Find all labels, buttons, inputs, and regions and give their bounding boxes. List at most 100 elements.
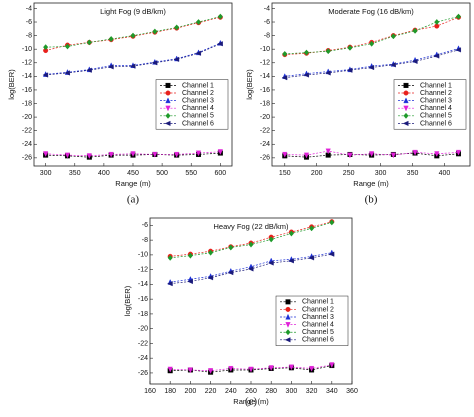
y-tick-label: -22 [138,340,148,347]
marker [130,32,136,39]
marker [346,67,353,73]
marker [217,149,223,155]
marker [64,43,71,50]
marker [403,112,409,119]
marker [285,306,291,312]
marker [165,105,171,112]
x-tick-label: 160 [144,388,156,395]
legend-label: Channel 3 [420,97,452,104]
x-tick-label: 200 [185,388,197,395]
marker [403,82,409,88]
x-tick-label: 260 [245,388,257,395]
marker [173,56,180,62]
x-tick-label: 320 [306,388,318,395]
chart-title: Moderate Fog (16 dB/km) [328,7,414,16]
legend-label: Channel 2 [302,306,334,313]
marker [284,337,291,343]
y-tick-label: -6 [264,19,270,26]
marker [455,149,462,156]
legend-label: Channel 4 [302,321,334,328]
marker [411,58,418,65]
marker [167,254,173,261]
marker [455,47,462,53]
legend-label: Channel 5 [182,113,214,120]
y-tick-label: -16 [22,87,32,94]
marker [434,19,440,26]
legend-label: Channel 2 [420,90,452,97]
marker [86,153,92,159]
marker [247,266,254,272]
marker [329,219,335,226]
marker [390,62,396,68]
chart-title: Heavy Fog (22 dB/km) [213,222,289,231]
marker [165,90,171,96]
legend-label: Channel 5 [420,113,452,120]
marker [43,151,49,157]
marker [164,120,171,127]
marker [268,260,274,266]
x-axis-label: Range (m) [115,179,151,188]
y-tick-label: -24 [260,141,270,148]
marker [165,97,171,104]
y-tick-label: -12 [260,60,270,67]
marker [390,33,396,40]
series-line [284,48,459,77]
marker [167,366,173,373]
x-axis-label: Range (m) [353,179,389,188]
marker [207,368,214,374]
legend-label: Channel 1 [302,299,334,306]
marker [130,151,136,157]
marker [403,105,409,112]
y-tick-label: -26 [138,370,148,377]
marker [152,151,158,158]
marker [187,252,193,259]
y-tick-label: -24 [22,141,32,148]
series-line [45,152,221,158]
x-tick-label: 400 [439,170,451,177]
y-tick-label: -10 [260,46,270,53]
marker [165,82,171,88]
marker [174,24,180,31]
y-tick-label: -26 [22,155,32,162]
caption: (c) [245,396,258,408]
y-tick-label: -8 [264,32,270,39]
marker [308,255,315,261]
legend-label: Channel 3 [182,97,214,104]
x-tick-label: 300 [375,170,387,177]
x-tick-label: 300 [286,388,298,395]
marker [42,72,49,78]
y-tick-label: -18 [22,100,32,107]
marker [325,70,331,76]
marker [108,151,114,158]
marker [268,365,274,371]
series-line [45,151,221,157]
y-tick-label: -4 [264,5,270,12]
y-tick-label: -18 [138,311,148,318]
y-tick-label: -12 [22,60,32,67]
marker [217,41,223,47]
marker [207,275,214,281]
y-tick-label: -6 [142,222,148,229]
marker [151,60,158,66]
marker [347,44,353,51]
legend-label: Channel 6 [302,337,334,344]
x-tick-label: 150 [279,170,291,177]
x-tick-label: 350 [407,170,419,177]
marker [433,53,440,59]
x-tick-label: 450 [127,170,139,177]
y-tick-label: -4 [26,5,32,12]
x-tick-label: 200 [311,170,323,177]
marker [187,367,194,374]
marker [64,152,71,159]
x-tick-label: 400 [98,170,110,177]
marker [285,322,291,328]
marker [412,27,418,34]
legend-label: Channel 4 [420,105,452,112]
marker [268,236,274,243]
marker [285,313,291,320]
y-tick-label: -20 [138,326,148,333]
legend-label: Channel 6 [420,120,452,127]
marker [228,244,234,251]
